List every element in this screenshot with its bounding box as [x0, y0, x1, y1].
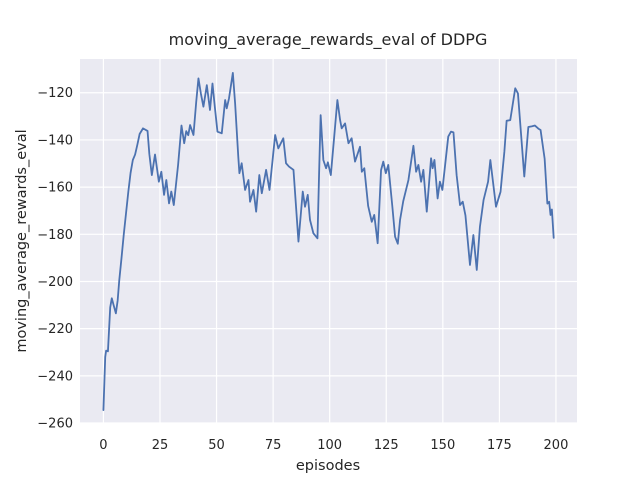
x-tick-label: 75 [265, 438, 282, 453]
x-tick-label: 200 [544, 438, 569, 453]
x-tick-labels: 0 25 50 75 100 125 150 175 200 [99, 438, 568, 453]
y-axis-label: moving_average_rewards_eval [14, 129, 30, 352]
x-tick-label: 50 [208, 438, 225, 453]
y-tick-label: −200 [37, 275, 73, 290]
y-tick-label: −160 [37, 181, 73, 196]
x-axis-label: episodes [296, 458, 360, 474]
chart-title: moving_average_rewards_eval of DDPG [169, 30, 488, 50]
y-tick-label: −220 [37, 322, 73, 337]
y-tick-label: −140 [37, 133, 73, 148]
y-tick-label: −180 [37, 228, 73, 243]
y-tick-labels: −120 −140 −160 −180 −200 −220 −240 −260 [37, 86, 73, 431]
x-tick-label: 100 [317, 438, 342, 453]
x-tick-label: 25 [152, 438, 169, 453]
y-tick-label: −120 [37, 86, 73, 101]
x-tick-label: 150 [430, 438, 455, 453]
reward-line-series [102, 72, 555, 411]
y-tick-label: −240 [37, 369, 73, 384]
x-tick-label: 175 [487, 438, 512, 453]
plot-background [80, 59, 577, 424]
x-tick-label: 0 [99, 438, 107, 453]
y-tick-label: −260 [37, 417, 73, 432]
x-tick-label: 125 [374, 438, 399, 453]
